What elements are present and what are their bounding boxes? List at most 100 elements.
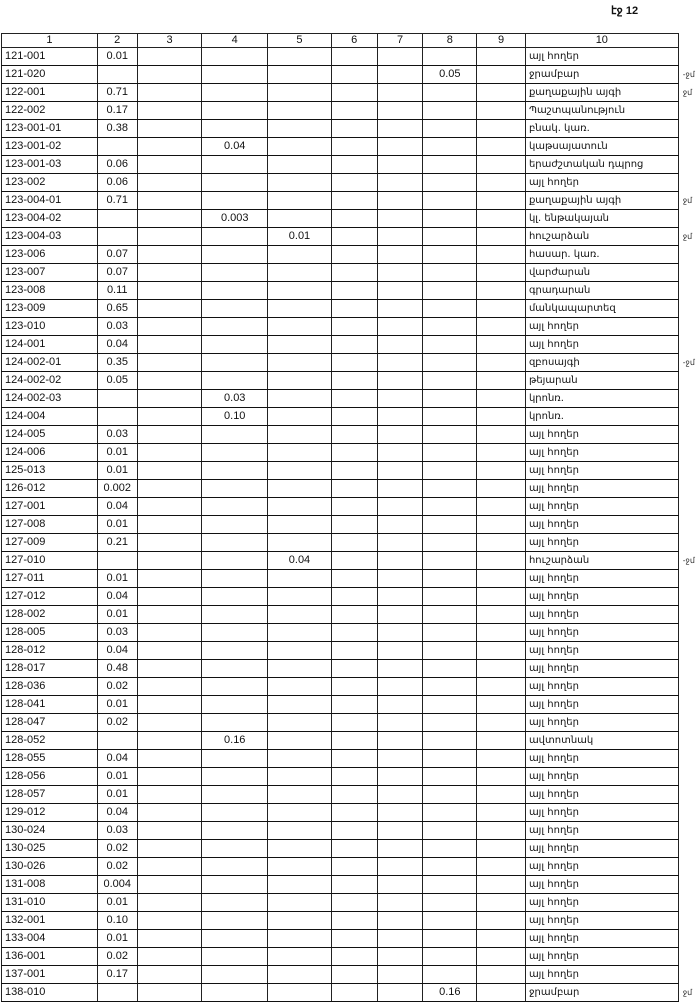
- table-row: 128-057 0.01 այլ հողեր: [1, 785, 699, 804]
- area-col-3: [136, 623, 203, 642]
- area-col-5: [267, 533, 332, 552]
- area-col-6: [330, 119, 378, 138]
- area-col-4: [201, 641, 269, 660]
- area-col-5: [267, 137, 332, 156]
- area-col-2: 0.03: [96, 623, 138, 642]
- parcel-code: 123-004-01: [1, 191, 98, 210]
- area-col-9: [476, 245, 526, 264]
- area-col-7: [376, 911, 424, 930]
- area-col-5: [267, 479, 332, 498]
- area-col-9: [476, 767, 526, 786]
- margin-note: [678, 804, 698, 822]
- table-row: 123-008 0.11 գրադարան: [1, 281, 699, 300]
- table-row: 137-001 0.17 այլ հողեր: [1, 965, 699, 984]
- area-col-7: [376, 821, 424, 840]
- area-col-8: [422, 497, 478, 516]
- table-row: 129-012 0.04 այլ հողեր: [1, 803, 699, 822]
- area-col-4: 0.10: [201, 407, 269, 426]
- area-col-8: [422, 911, 478, 930]
- area-col-5: [267, 119, 332, 138]
- area-col-9: [476, 227, 526, 246]
- margin-note: [678, 138, 698, 156]
- area-col-2: [96, 983, 138, 1002]
- area-col-3: [136, 749, 203, 768]
- area-col-7: [376, 461, 424, 480]
- land-use: այլ հողեր: [524, 497, 679, 516]
- area-col-8: [422, 749, 478, 768]
- area-col-8: [422, 857, 478, 876]
- area-col-6: [330, 533, 378, 552]
- area-col-8: [422, 677, 478, 696]
- margin-note: [678, 840, 698, 858]
- area-col-8: [422, 371, 478, 390]
- land-use: ավտոտնակ: [524, 731, 679, 750]
- area-col-7: [376, 389, 424, 408]
- area-col-7: [376, 371, 424, 390]
- land-use: այլ հողեր: [524, 317, 679, 336]
- area-col-4: [201, 461, 269, 480]
- table-row: 128-055 0.04 այլ հողեր: [1, 749, 699, 768]
- parcel-code: 128-057: [1, 785, 98, 804]
- area-col-3: [136, 947, 203, 966]
- area-col-4: [201, 227, 269, 246]
- margin-note: ջմ: [682, 88, 693, 97]
- area-col-5: [267, 929, 332, 948]
- parcel-code: 123-001-02: [1, 137, 98, 156]
- table-row: 123-010 0.03 այլ հողեր: [1, 317, 699, 336]
- area-col-3: [136, 65, 203, 84]
- area-col-5: [267, 245, 332, 264]
- area-col-8: [422, 641, 478, 660]
- area-col-4: [201, 353, 269, 372]
- area-col-9: [476, 479, 526, 498]
- area-col-5: [267, 605, 332, 624]
- area-col-4: [201, 911, 269, 930]
- table-row: 123-004-01 0.71 քաղաքային այգի ջմ: [1, 191, 699, 210]
- area-col-2: [96, 137, 138, 156]
- margin-note: [678, 606, 698, 624]
- area-col-4: [201, 983, 269, 1002]
- parcel-code: 123-002: [1, 173, 98, 192]
- area-col-8: [422, 281, 478, 300]
- margin-note: [678, 786, 698, 804]
- table-row: 123-007 0.07 վարժարան: [1, 263, 699, 282]
- area-col-5: [267, 65, 332, 84]
- margin-note: [678, 408, 698, 426]
- area-col-7: [376, 677, 424, 696]
- land-use: այլ հողեր: [524, 749, 679, 768]
- area-col-8: [422, 767, 478, 786]
- area-col-8: [422, 695, 478, 714]
- area-col-8: [422, 335, 478, 354]
- area-col-5: [267, 983, 332, 1002]
- table-row: 127-012 0.04 այլ հողեր: [1, 587, 699, 606]
- area-col-7: [376, 605, 424, 624]
- area-col-9: [476, 407, 526, 426]
- area-col-5: [267, 443, 332, 462]
- parcel-code: 121-020: [1, 65, 98, 84]
- area-col-5: [267, 83, 332, 102]
- area-col-8: 0.05: [422, 65, 478, 84]
- area-col-7: [376, 335, 424, 354]
- table-row: 121-020 0.05 ջրամբար -ջմ: [1, 65, 699, 84]
- area-col-8: [422, 83, 478, 102]
- area-col-5: [267, 587, 332, 606]
- area-col-3: [136, 551, 203, 570]
- area-col-4: [201, 47, 269, 66]
- land-use: հուշարձան: [524, 227, 679, 246]
- area-col-2: 0.71: [96, 83, 138, 102]
- margin-note: [678, 894, 698, 912]
- area-col-3: [136, 875, 203, 894]
- table-row: 124-004 0.10 կրոնռ.: [1, 407, 699, 426]
- area-col-6: [330, 443, 378, 462]
- area-col-8: [422, 587, 478, 606]
- area-col-9: [476, 317, 526, 336]
- land-use: հասար. կառ.: [524, 245, 679, 264]
- margin-note: [678, 624, 698, 642]
- area-col-7: [376, 317, 424, 336]
- area-col-4: 0.03: [201, 389, 269, 408]
- parcel-code: 123-010: [1, 317, 98, 336]
- parcel-code: 124-006: [1, 443, 98, 462]
- area-col-8: [422, 929, 478, 948]
- margin-note: [678, 210, 698, 228]
- area-col-5: [267, 299, 332, 318]
- area-col-7: [376, 857, 424, 876]
